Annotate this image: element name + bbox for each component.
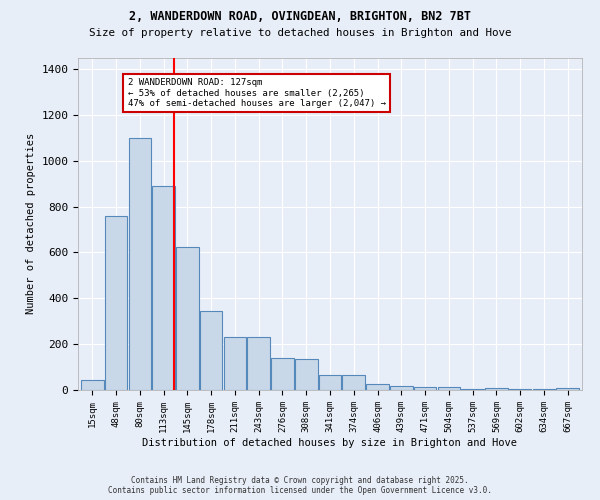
Bar bbox=[247, 338, 270, 390]
Text: 2 WANDERDOWN ROAD: 127sqm
← 53% of detached houses are smaller (2,265)
47% of se: 2 WANDERDOWN ROAD: 127sqm ← 53% of detac… bbox=[128, 78, 386, 108]
Bar bbox=[437, 387, 460, 390]
X-axis label: Distribution of detached houses by size in Brighton and Hove: Distribution of detached houses by size … bbox=[143, 438, 517, 448]
Bar bbox=[414, 386, 436, 390]
Text: Size of property relative to detached houses in Brighton and Hove: Size of property relative to detached ho… bbox=[89, 28, 511, 38]
Bar bbox=[485, 388, 508, 390]
Bar bbox=[271, 358, 294, 390]
Bar bbox=[128, 138, 151, 390]
Bar bbox=[176, 246, 199, 390]
Y-axis label: Number of detached properties: Number of detached properties bbox=[26, 133, 36, 314]
Text: 2, WANDERDOWN ROAD, OVINGDEAN, BRIGHTON, BN2 7BT: 2, WANDERDOWN ROAD, OVINGDEAN, BRIGHTON,… bbox=[129, 10, 471, 23]
Bar bbox=[295, 359, 317, 390]
Bar bbox=[319, 375, 341, 390]
Bar bbox=[224, 338, 246, 390]
Bar bbox=[105, 216, 127, 390]
Bar bbox=[390, 386, 413, 390]
Bar bbox=[81, 380, 104, 390]
Bar bbox=[556, 388, 579, 390]
Text: Contains HM Land Registry data © Crown copyright and database right 2025.
Contai: Contains HM Land Registry data © Crown c… bbox=[108, 476, 492, 495]
Bar bbox=[152, 186, 175, 390]
Bar bbox=[461, 389, 484, 390]
Bar bbox=[366, 384, 389, 390]
Bar bbox=[200, 311, 223, 390]
Bar bbox=[343, 375, 365, 390]
